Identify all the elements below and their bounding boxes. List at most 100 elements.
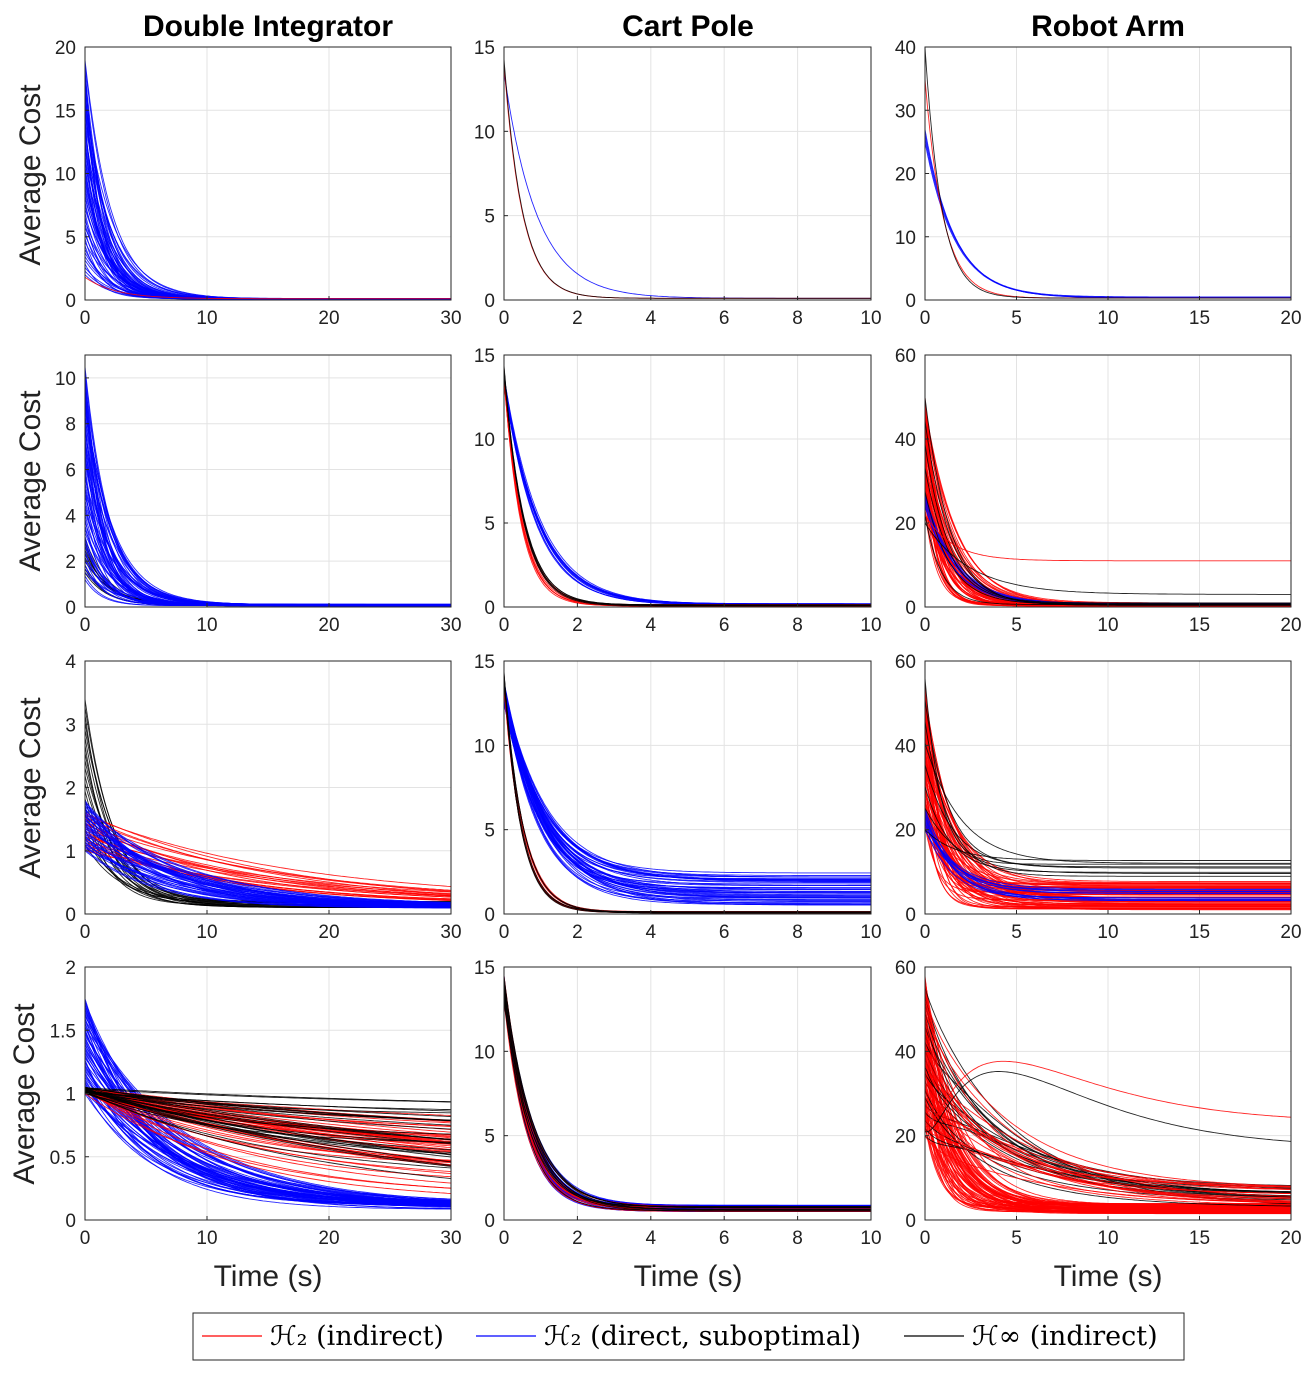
series-line-1 — [85, 63, 451, 300]
series-lines — [85, 59, 451, 300]
series-line-1 — [504, 681, 871, 890]
series-line-1 — [504, 696, 871, 894]
legend-box — [192, 1312, 1185, 1361]
x-tick-label: 0 — [920, 308, 931, 329]
x-tick-label: 6 — [719, 922, 730, 943]
x-tick-label: 10 — [196, 308, 217, 329]
series-line-1 — [85, 998, 451, 1207]
series-line-3 — [85, 1087, 451, 1140]
series-line-3 — [504, 671, 871, 913]
series-line-2 — [925, 808, 1291, 894]
series-line-2 — [85, 388, 451, 606]
y-tick-label: 0 — [484, 291, 495, 312]
series-line-1 — [85, 721, 451, 903]
series-line-1 — [504, 699, 871, 892]
series-line-1 — [85, 147, 451, 300]
x-tick-label: 6 — [719, 308, 730, 329]
x-tick-label: 20 — [318, 308, 339, 329]
series-line-1 — [504, 381, 871, 606]
y-tick-label: 8 — [65, 415, 76, 436]
series-line-2 — [504, 378, 871, 606]
series-line-2 — [85, 1093, 451, 1189]
y-tick-label: 40 — [895, 736, 916, 757]
series-line-1 — [85, 1017, 451, 1206]
series-line-3 — [504, 978, 871, 1209]
panel-r1-c2: 0 2 4 6 8 10 0 5 10 15 — [474, 38, 882, 329]
series-line-1 — [504, 376, 871, 605]
series-line-3 — [85, 1090, 451, 1169]
axes-frame — [84, 354, 452, 608]
series-line-2 — [85, 402, 451, 605]
series-line-1 — [504, 703, 871, 894]
series-line-1 — [925, 686, 1291, 885]
series-line-3 — [925, 1003, 1291, 1195]
series-line-1 — [85, 114, 451, 300]
series-line-3 — [85, 1086, 451, 1122]
x-tick-label: 20 — [1280, 1228, 1301, 1249]
series-line-3 — [925, 829, 1291, 861]
series-line-1 — [85, 81, 451, 300]
series-line-1 — [504, 378, 871, 606]
series-line-3 — [85, 1089, 451, 1141]
y-tick-label: 6 — [65, 461, 76, 482]
series-lines — [925, 677, 1291, 911]
series-line-3 — [85, 810, 451, 904]
x-tick-label: 0 — [499, 615, 510, 636]
series-line-1 — [85, 106, 451, 300]
y-tick-label: 20 — [55, 38, 76, 59]
series-line-3 — [925, 677, 1291, 865]
y-tick-label: 5 — [65, 228, 76, 249]
y-tick-label: 0 — [65, 598, 76, 619]
panel-r3-c1: 0 10 20 30 0 1 2 3 4 — [65, 652, 461, 943]
series-line-2 — [925, 819, 1291, 892]
series-line-3 — [925, 786, 1291, 873]
x-tick-label: 20 — [318, 615, 339, 636]
y-tick-label: 0 — [65, 905, 76, 926]
series-line-2 — [85, 510, 451, 606]
y-axis-label-row-1: Average Cost — [14, 84, 47, 266]
panel-r3-c3: 0 5 10 15 20 0 20 40 60 — [895, 652, 1302, 943]
x-tick-label: 0 — [80, 922, 91, 943]
series-line-3 — [925, 396, 1291, 606]
x-tick-label: 8 — [792, 615, 803, 636]
panel-r2-c1: 0 10 20 30 0 2 4 6 8 10 — [55, 354, 462, 636]
x-tick-label: 10 — [196, 615, 217, 636]
series-line-2 — [85, 413, 451, 605]
x-tick-label: 10 — [1097, 308, 1118, 329]
series-line-1 — [504, 379, 871, 605]
x-tick-label: 20 — [1280, 922, 1301, 943]
y-tick-label: 4 — [65, 506, 76, 527]
series-line-3 — [925, 742, 1291, 864]
series-line-3 — [85, 1088, 451, 1163]
series-line-1 — [504, 700, 871, 896]
series-line-1 — [925, 690, 1291, 909]
x-tick-label: 0 — [920, 1228, 931, 1249]
series-line-2 — [85, 377, 451, 607]
panel-r4-c2: 0 2 4 6 8 10 0 5 10 15 — [474, 958, 882, 1249]
series-line-3 — [85, 799, 451, 908]
series-line-2 — [85, 456, 451, 605]
y-tick-label: 1 — [65, 842, 76, 863]
series-line-2 — [925, 814, 1291, 901]
y-tick-label: 5 — [484, 514, 495, 535]
series-line-2 — [504, 380, 871, 606]
x-tick-label: 0 — [920, 922, 931, 943]
series-line-2 — [85, 1089, 451, 1167]
series-line-2 — [504, 376, 871, 607]
y-tick-label: 15 — [474, 652, 495, 673]
panel-r1-c1: 0 10 20 30 0 5 10 15 20 — [55, 38, 462, 329]
legend: ℋ₂ (indirect) ℋ₂ (direct, suboptimal) ℋ∞… — [192, 1312, 1185, 1361]
y-tick-label: 0 — [484, 905, 495, 926]
series-line-2 — [504, 978, 871, 1212]
series-line-1 — [504, 694, 871, 897]
y-tick-label: 40 — [895, 430, 916, 451]
y-tick-label: 20 — [895, 821, 916, 842]
series-line-3 — [85, 1089, 451, 1166]
axes-frame — [503, 46, 872, 301]
y-tick-label: 5 — [484, 1127, 495, 1148]
series-line-1 — [85, 1001, 451, 1205]
series-line-1 — [85, 1020, 451, 1201]
series-line-2 — [85, 370, 451, 606]
series-lines — [504, 671, 871, 914]
